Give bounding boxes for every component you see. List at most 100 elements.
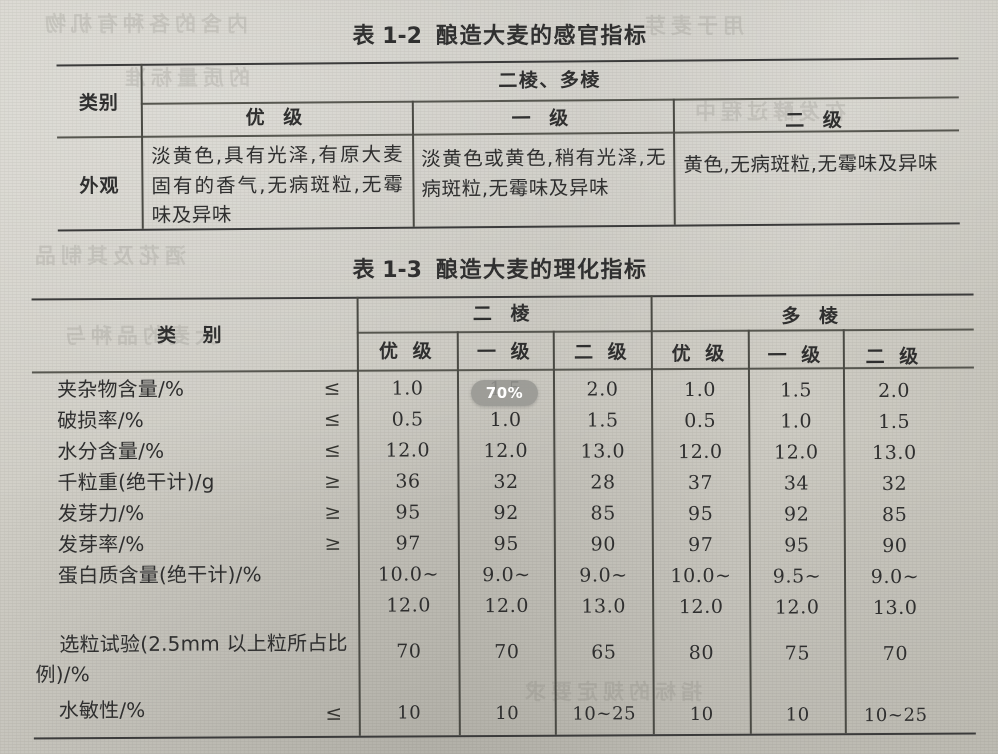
table-1-3-cell-0-4: 1.5 (779, 379, 813, 402)
table-1-3-cell-2-4: 12.0 (773, 441, 819, 464)
table-1-3-grade-header-5: 二 级 (865, 346, 923, 369)
table-1-2-cell-0-0: 淡黄色,具有光泽,有原大麦固有的香气,无病斑粒,无霉味及异味 (151, 142, 404, 227)
table-1-3-cell-8-1: 70 (494, 640, 520, 663)
table-1-3-row-op-5: ≥ (324, 530, 342, 555)
table-1-2-grade-header-0: 优 级 (245, 106, 309, 130)
table-1-3-grade-header-1: 一 级 (476, 341, 534, 364)
table-1-3-row-label-3: 千粒重(绝干计)/g (57, 469, 215, 495)
table-1-3-cell-5-0: 97 (395, 532, 422, 555)
table-1-3-cell-8-3: 80 (688, 641, 715, 664)
table-1-3-row-label-0: 夹杂物含量/% (56, 376, 185, 402)
table-1-2: 类别 二棱、多棱 优 级 一 级 二 级 外观 淡黄色,具有光泽,有原大麦固有的… (0, 0, 998, 232)
table-1-3-cell-1-3: 0.5 (684, 409, 717, 432)
table-1-3-cell-7-0: 12.0 (386, 594, 432, 617)
table-1-2-group-header: 二棱、多棱 (498, 69, 601, 92)
table-1-3-cell-7-3: 12.0 (678, 595, 724, 618)
table-1-3-row-op-0: ≤ (323, 375, 341, 400)
table-1-3-cell-5-4: 95 (784, 534, 810, 557)
table-1-2-caption: 表 1-2 酿造大麦的感官指标 (0, 18, 998, 50)
table-1-3-cell-5-2: 90 (590, 533, 617, 556)
table-1-3-cell-7-5: 13.0 (872, 596, 918, 619)
table-1-3-cell-2-3: 12.0 (677, 440, 723, 463)
table-1-3-cell-7-2: 13.0 (581, 595, 627, 618)
table-1-3-cell-8-4: 75 (784, 642, 811, 665)
table-1-2-number: 表 1-2 (352, 24, 422, 49)
table-1-3-cell-3-5: 32 (881, 472, 908, 495)
table-1-3-cell-8-5: 70 (882, 642, 909, 665)
table-1-3-caption: 表 1-3 酿造大麦的理化指标 (0, 252, 998, 284)
table-1-3-cell-9-4: 10 (785, 704, 810, 726)
table-1-3-cell-3-1: 32 (493, 470, 519, 493)
table-1-3-cell-9-3: 10 (689, 704, 714, 726)
table-1-3-row-label-8: 选粒试验(2.5mm 以上粒所占比例)/% (35, 630, 348, 687)
table-1-3-cell-8-2: 65 (591, 641, 617, 664)
table-1-3-group-header-0: 二 棱 (472, 303, 536, 326)
table-1-2-grade-header-2: 二 级 (785, 109, 848, 133)
table-1-3-cell-4-5: 85 (881, 503, 908, 526)
table-1-3-group-header-1: 多 棱 (781, 305, 845, 328)
table-1-3-cell-4-4: 92 (783, 503, 810, 526)
table-1-3-cell-9-0: 10 (397, 702, 422, 725)
table-1-3-cell-2-0: 12.0 (385, 439, 431, 462)
table-1-3-cell-6-1: 9.0~ (482, 563, 531, 586)
table-1-3-grade-header-2: 二 级 (573, 341, 631, 364)
table-1-3-cell-7-4: 12.0 (774, 596, 820, 619)
table-1-3-cell-1-0: 0.5 (391, 408, 424, 431)
table-1-3-cell-1-5: 1.5 (878, 410, 911, 433)
table-1-3-row-label-5: 发芽率/% (57, 532, 145, 557)
table-1-3-cell-5-5: 90 (882, 534, 908, 557)
table-1-3-cell-1-1: 1.0 (489, 408, 522, 431)
table-1-3-cell-7-1: 12.0 (484, 594, 530, 617)
table-1-3-title-text: 酿造大麦的理化指标 (435, 258, 648, 283)
table-1-3-cell-1-2: 1.5 (586, 409, 619, 432)
table-1-3-cell-4-3: 95 (687, 502, 714, 525)
table-1-3-cell-0-2: 2.0 (586, 378, 619, 401)
table-1-3-cell-3-2: 28 (590, 471, 616, 494)
table-1-3-cell-2-1: 12.0 (483, 439, 529, 462)
table-1-3-cell-9-1: 10 (495, 703, 520, 725)
table-1-2-row-label-0: 外观 (79, 174, 120, 198)
table-1-2-grade-header-1: 一 级 (511, 107, 575, 131)
table-1-3-cell-8-0: 70 (396, 640, 422, 663)
table-1-3-cell-3-0: 36 (395, 470, 421, 493)
table-1-3-row-label-1: 破损率/% (57, 408, 145, 433)
table-1-3-row-label-2: 水分含量/% (57, 438, 165, 464)
table-1-3-grade-header-4: 一 级 (767, 344, 825, 367)
table-1-3-cell-6-2: 9.0~ (579, 564, 628, 587)
table-1-3-cell-0-0: 1.0 (391, 377, 424, 400)
table-1-3-row-label-9: 水敏性/% (58, 698, 146, 723)
table-1-2-corner-label: 类别 (78, 91, 119, 115)
table-1-3-corner-label: 类 别 (156, 324, 232, 347)
table-1-3-cell-4-2: 85 (590, 502, 616, 525)
table-1-3-cell-0-3: 1.0 (683, 378, 717, 401)
table-1-3-number: 表 1-3 (352, 258, 422, 283)
table-1-3-cell-6-0: 10.0~ (377, 563, 440, 586)
zoom-level-badge[interactable]: 70% (471, 380, 538, 406)
table-1-3-cell-4-1: 92 (493, 501, 519, 524)
table-1-3-cell-3-3: 37 (687, 471, 714, 494)
table-1-3-row-op-3: ≥ (324, 468, 341, 493)
table-1-3-cell-0-5: 2.0 (877, 379, 911, 402)
table-1-3-row-label-4: 发芽力/% (57, 501, 145, 526)
table-1-3-cell-9-2: 10~25 (572, 703, 637, 726)
table-1-3-row-label-6: 蛋白质含量(绝干计)/% (57, 562, 262, 588)
table-1-2-title-text: 酿造大麦的感官指标 (435, 24, 648, 49)
table-1-3-cell-2-5: 13.0 (871, 441, 917, 464)
table-1-2-cell-0-2: 黄色,无病斑粒,无霉味及异味 (683, 151, 939, 177)
table-1-3-cell-6-4: 9.5~ (772, 565, 822, 588)
table-1-3-row-op-2: ≤ (323, 437, 341, 462)
table-1-3-row-op-9: ≤ (325, 700, 343, 725)
table-1-3-cell-6-5: 9.0~ (870, 565, 920, 588)
table-1-3-cell-4-0: 95 (395, 501, 421, 524)
table-1-3-grade-header-3: 优 级 (671, 343, 729, 366)
table-1-3-bottom-rule (33, 732, 976, 740)
table-1-3-cell-5-1: 95 (493, 532, 520, 555)
table-1-3-cell-2-2: 13.0 (580, 440, 626, 463)
table-1-3-grade-header-0: 优 级 (378, 340, 436, 363)
table-1-3-cell-9-5: 10~25 (863, 705, 928, 727)
table-1-3-cell-6-3: 10.0~ (670, 564, 732, 587)
table-1-3-cell-1-4: 1.0 (780, 410, 813, 433)
